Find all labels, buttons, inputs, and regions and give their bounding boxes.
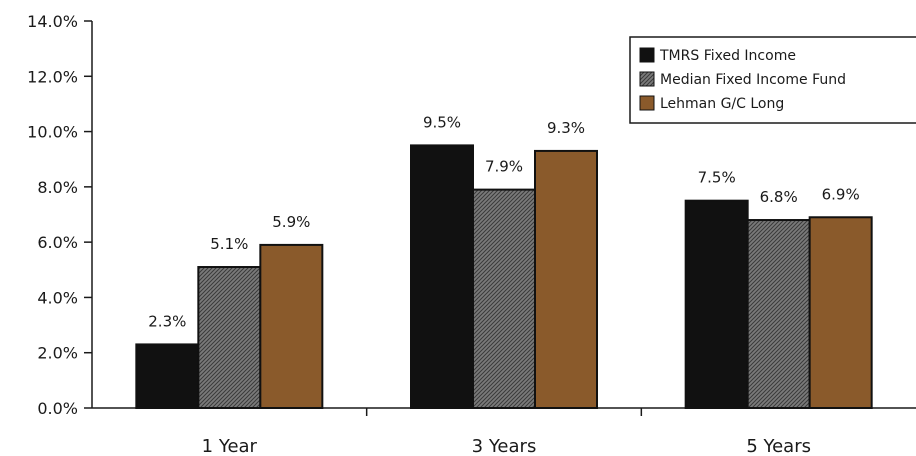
legend-label: TMRS Fixed Income: [659, 48, 796, 64]
x-category-label: 1 Year: [202, 436, 258, 456]
bar: [808, 216, 873, 409]
y-tick-label: 2.0%: [37, 344, 78, 363]
legend: TMRS Fixed Income Median Fixed Income Fun…: [629, 36, 916, 124]
legend-swatch: [639, 95, 655, 111]
y-tick-label: 8.0%: [37, 178, 78, 197]
bar: [746, 219, 811, 409]
legend-box: [629, 36, 916, 124]
legend-swatch: [639, 47, 655, 63]
data-label: 2.3%: [148, 312, 186, 330]
bar: [472, 188, 536, 409]
axes: 0.0% 2.0% 4.0% 6.0% 8.0% 10.0% 12.0% 14.0% 1 Yea…: [27, 12, 916, 456]
bar: [197, 266, 262, 409]
data-labels: 2.3% 5.1% 5.9% 9.5% 7.9% 9.3% 7.5% 6.8% 6.9%: [148, 113, 859, 330]
bar: [534, 149, 598, 410]
x-category-label: 5 Years: [746, 436, 811, 456]
bar: [684, 199, 749, 409]
data-label: 5.1%: [210, 235, 248, 253]
y-tick-label: 10.0%: [27, 123, 78, 142]
x-category-label: 3 Years: [472, 436, 537, 456]
y-tick-label: 0.0%: [37, 399, 78, 418]
data-label: 9.3%: [547, 119, 585, 137]
bar: [259, 243, 324, 409]
y-tick-label: 14.0%: [27, 12, 78, 31]
data-label: 7.5%: [698, 169, 736, 187]
bar: [135, 343, 200, 409]
legend-label: Lehman G/C Long: [660, 96, 784, 112]
y-tick-label: 6.0%: [37, 233, 78, 252]
legend-swatch: [639, 71, 655, 87]
data-label: 5.9%: [272, 213, 310, 231]
bar: [410, 144, 474, 409]
legend-label: Median Fixed Income Fund: [660, 72, 846, 88]
y-tick-label: 12.0%: [27, 67, 78, 86]
bars: [135, 144, 873, 410]
data-label: 9.5%: [423, 113, 461, 131]
data-label: 6.8%: [760, 188, 798, 206]
data-label: 7.9%: [485, 158, 523, 176]
data-label: 6.9%: [822, 185, 860, 203]
y-tick-label: 4.0%: [37, 288, 78, 307]
